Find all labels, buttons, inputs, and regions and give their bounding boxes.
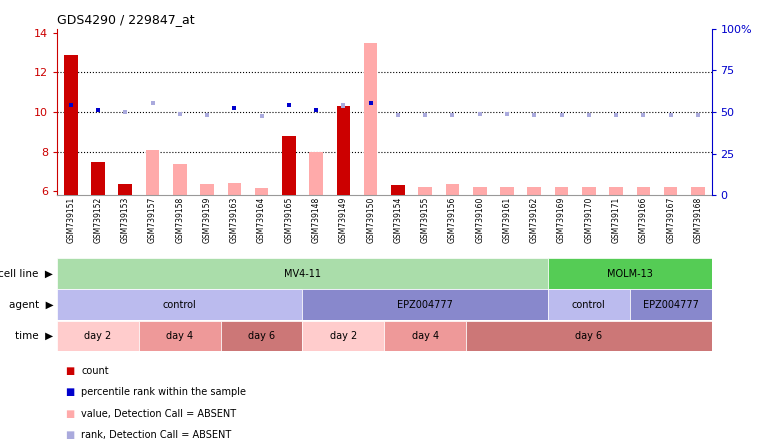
- Text: EPZ004777: EPZ004777: [397, 300, 453, 309]
- Text: rank, Detection Call = ABSENT: rank, Detection Call = ABSENT: [81, 430, 231, 440]
- Bar: [548, 289, 630, 320]
- Text: control: control: [572, 300, 606, 309]
- Text: percentile rank within the sample: percentile rank within the sample: [81, 388, 247, 397]
- Text: GDS4290 / 229847_at: GDS4290 / 229847_at: [57, 13, 195, 26]
- Bar: [64, 55, 78, 195]
- Bar: [466, 321, 712, 351]
- Text: MV4-11: MV4-11: [284, 269, 321, 278]
- Bar: [664, 187, 677, 195]
- Bar: [303, 321, 384, 351]
- Bar: [500, 187, 514, 195]
- Bar: [446, 184, 460, 195]
- Bar: [630, 289, 712, 320]
- Bar: [364, 43, 377, 195]
- Bar: [228, 183, 241, 195]
- Bar: [57, 289, 303, 320]
- Bar: [145, 150, 159, 195]
- Bar: [391, 186, 405, 195]
- Bar: [309, 152, 323, 195]
- Bar: [200, 184, 214, 195]
- Bar: [336, 106, 350, 195]
- Text: day 4: day 4: [166, 331, 193, 341]
- Text: agent  ▶: agent ▶: [8, 300, 53, 309]
- Text: day 2: day 2: [84, 331, 112, 341]
- Text: control: control: [163, 300, 196, 309]
- Text: day 4: day 4: [412, 331, 439, 341]
- Bar: [610, 187, 623, 195]
- Bar: [636, 187, 650, 195]
- Text: count: count: [81, 366, 109, 376]
- Bar: [582, 187, 596, 195]
- Bar: [91, 162, 105, 195]
- Text: EPZ004777: EPZ004777: [643, 300, 699, 309]
- Bar: [221, 321, 303, 351]
- Text: ■: ■: [65, 430, 74, 440]
- Bar: [303, 289, 548, 320]
- Text: MOLM-13: MOLM-13: [607, 269, 653, 278]
- Text: cell line  ▶: cell line ▶: [0, 269, 53, 278]
- Bar: [139, 321, 221, 351]
- Bar: [119, 184, 132, 195]
- Bar: [473, 187, 486, 195]
- Text: day 6: day 6: [575, 331, 603, 341]
- Text: time  ▶: time ▶: [15, 331, 53, 341]
- Text: ■: ■: [65, 388, 74, 397]
- Bar: [173, 164, 186, 195]
- Bar: [555, 187, 568, 195]
- Text: value, Detection Call = ABSENT: value, Detection Call = ABSENT: [81, 409, 237, 419]
- Bar: [548, 258, 712, 289]
- Bar: [57, 258, 548, 289]
- Bar: [527, 187, 541, 195]
- Bar: [282, 136, 296, 195]
- Bar: [691, 187, 705, 195]
- Bar: [384, 321, 466, 351]
- Text: day 2: day 2: [330, 331, 357, 341]
- Bar: [57, 321, 139, 351]
- Bar: [419, 187, 432, 195]
- Text: ■: ■: [65, 409, 74, 419]
- Bar: [255, 188, 269, 195]
- Text: day 6: day 6: [248, 331, 275, 341]
- Text: ■: ■: [65, 366, 74, 376]
